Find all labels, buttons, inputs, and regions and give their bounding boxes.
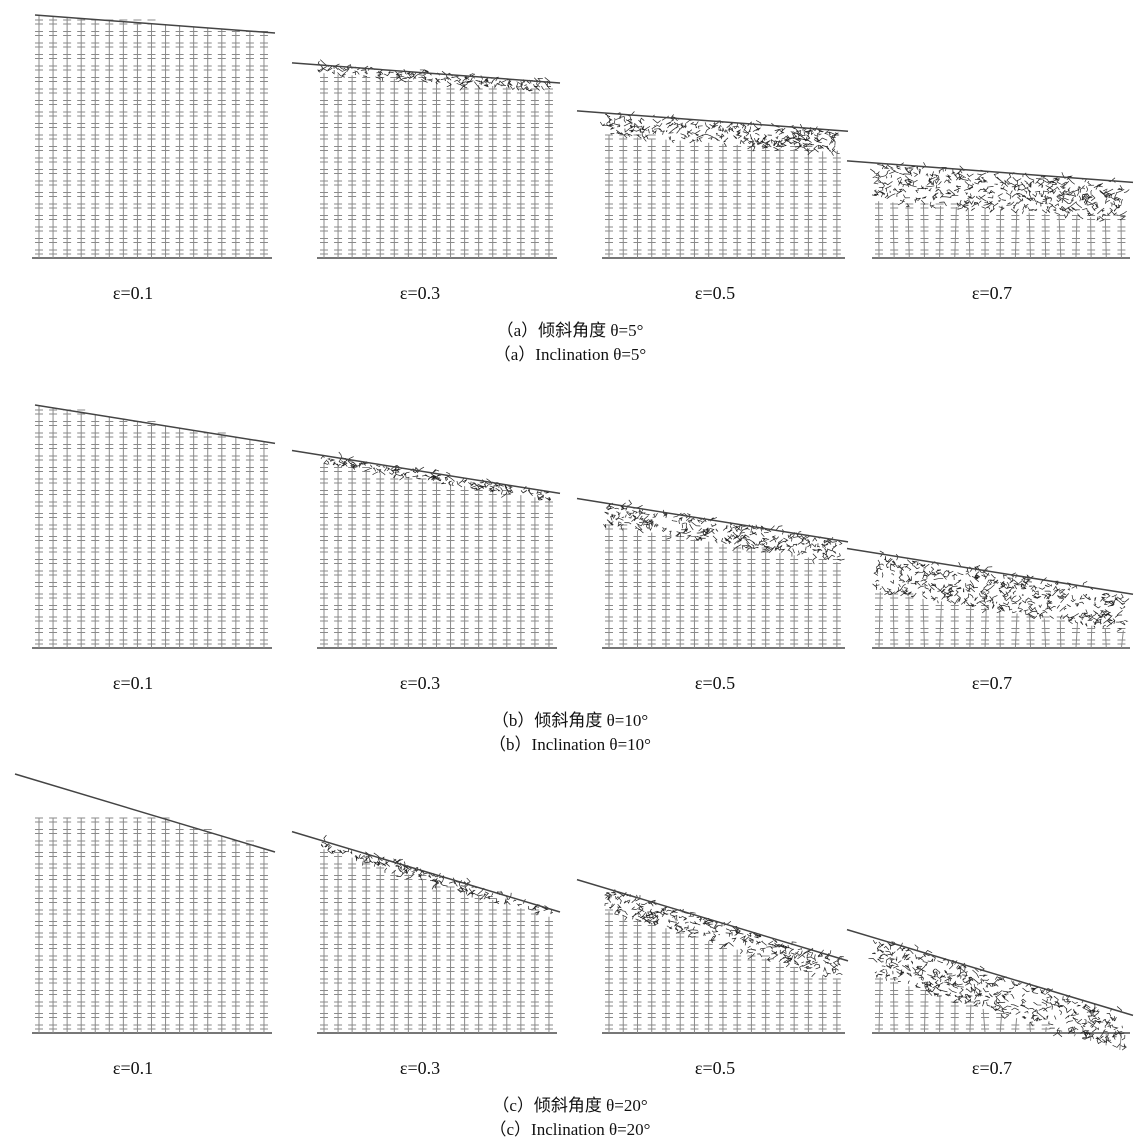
loading-plate	[292, 451, 560, 494]
loading-plate	[577, 499, 848, 542]
strain-label: ε=0.7	[972, 283, 1012, 303]
lattice	[320, 464, 553, 648]
strain-label: ε=0.3	[400, 673, 440, 693]
loading-plate	[35, 405, 275, 443]
strain-label: ε=0.5	[695, 1058, 735, 1078]
lattice	[605, 910, 841, 1033]
caption-cn: （a）倾斜角度 θ=5°	[497, 321, 644, 340]
lattice	[875, 592, 1125, 648]
crushed-cells	[318, 60, 551, 91]
strain-label: ε=0.3	[400, 1058, 440, 1078]
lattice	[605, 525, 841, 648]
strain-label: ε=0.1	[113, 283, 153, 303]
strain-label: ε=0.7	[972, 673, 1012, 693]
strain-label: ε=0.5	[695, 283, 735, 303]
lattice	[35, 15, 268, 258]
loading-plate	[847, 161, 1133, 182]
figure: ε=0.1 ε=0.3 ε=0.5 ε=0.7 （a）倾斜角度 θ=5° （a）Incli…	[0, 0, 1141, 1147]
caption-cn: （c）倾斜角度 θ=20°	[492, 1096, 647, 1115]
strain-label: ε=0.7	[972, 1058, 1012, 1078]
crushed-cells	[321, 452, 551, 500]
lattice	[320, 73, 553, 258]
crushed-cells	[600, 112, 839, 156]
lattice	[875, 201, 1125, 258]
lattice	[35, 818, 268, 1033]
caption-cn: （b）倾斜角度 θ=10°	[492, 711, 648, 730]
strain-label: ε=0.1	[113, 673, 153, 693]
strain-label: ε=0.1	[113, 1058, 153, 1078]
loading-plate	[292, 832, 560, 912]
loading-plate	[847, 930, 1133, 1016]
loading-plate	[15, 774, 275, 852]
strain-label: ε=0.5	[695, 673, 735, 693]
strain-label: ε=0.3	[400, 283, 440, 303]
loading-plate	[847, 549, 1133, 595]
crushed-cells	[873, 551, 1130, 632]
crushed-cells	[870, 162, 1129, 221]
lattice	[35, 406, 268, 648]
caption-en: （b）Inclination θ=10°	[489, 735, 651, 754]
crushed-cells	[604, 500, 845, 564]
caption-en: （c）Inclination θ=20°	[490, 1120, 651, 1139]
lattice	[605, 135, 841, 258]
caption-en: （a）Inclination θ=5°	[494, 345, 646, 364]
